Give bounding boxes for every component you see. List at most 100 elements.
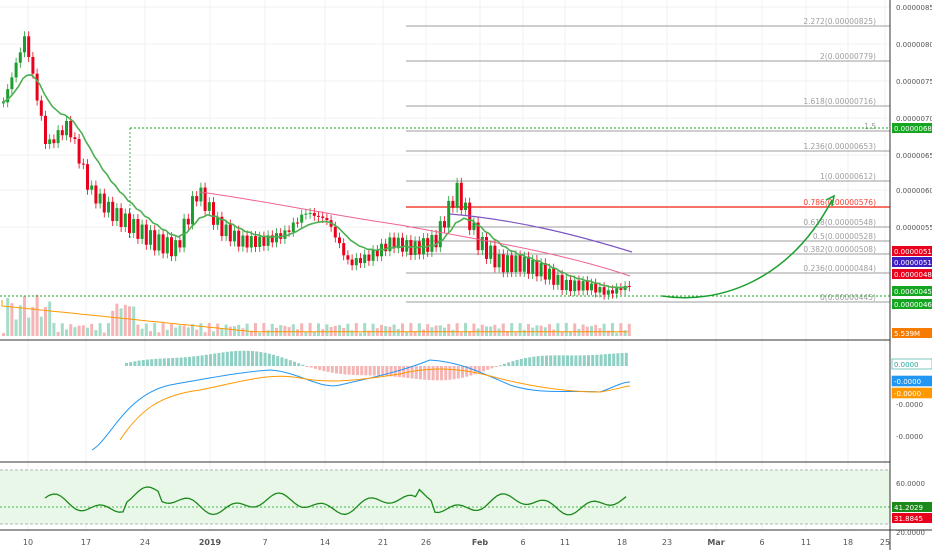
candle-body <box>367 254 371 261</box>
moving-averages <box>1 74 633 289</box>
volume-bar <box>157 332 161 336</box>
macd-histogram-bar <box>616 353 620 366</box>
volume-bar <box>312 331 316 336</box>
candle-body <box>388 237 392 252</box>
candle-body <box>619 288 623 291</box>
volume-bar <box>401 323 404 336</box>
candle-body <box>569 279 572 292</box>
rsi-panel[interactable] <box>0 469 890 525</box>
candle-body <box>266 235 270 246</box>
candle-body <box>598 287 602 293</box>
macd-histogram-bar <box>578 355 582 366</box>
fib-level-label: 2(0.00000779) <box>820 52 876 61</box>
volume-bar <box>254 323 257 336</box>
candle-body <box>233 230 236 242</box>
macd-histogram-bar <box>456 366 460 379</box>
volume-bar <box>266 330 270 336</box>
volume-bar <box>14 319 18 336</box>
price-badge-label: 0.00000457 <box>894 288 932 296</box>
volume-bar <box>623 330 627 336</box>
candle-body <box>161 234 165 254</box>
price-badge <box>892 257 932 267</box>
volume-bar <box>291 324 295 336</box>
candle-body <box>14 62 18 78</box>
volume-bar <box>560 332 564 336</box>
volume-bar <box>350 330 354 336</box>
candle-body <box>338 237 341 244</box>
volume-bar <box>73 327 77 336</box>
volume-bar <box>548 324 551 336</box>
volume-bar <box>581 324 585 336</box>
macd-histogram-bar <box>360 366 364 376</box>
candle-body <box>585 281 589 291</box>
macd-histogram-bar <box>196 355 200 366</box>
macd-histogram-bar <box>423 366 427 380</box>
candle-body <box>539 263 543 277</box>
candle-body <box>359 258 362 264</box>
volume-bar <box>48 301 52 336</box>
volume-bar <box>489 326 493 336</box>
macd-histogram-bar <box>364 366 368 376</box>
candle-body <box>23 36 26 53</box>
projection-arrow <box>661 194 836 299</box>
macd-histogram-bar <box>141 360 145 366</box>
candle-body <box>195 196 199 202</box>
fib-level-label: 2.272(0.00000825) <box>803 17 876 26</box>
candle-body <box>308 212 312 214</box>
macd-histogram-bar <box>402 366 406 378</box>
candle-body <box>199 187 203 202</box>
volume-bar <box>44 307 47 336</box>
volume-bar <box>220 328 224 336</box>
x-tick-label: Mar <box>707 538 724 547</box>
candle-body <box>543 263 547 280</box>
candle-body <box>493 245 497 268</box>
candle-body <box>577 280 581 291</box>
fib-level-label: 1(0.00000612) <box>820 172 876 181</box>
macd-panel[interactable] <box>91 350 631 451</box>
candle-body <box>627 285 631 287</box>
macd-histogram-bar <box>171 358 175 366</box>
volume-bar <box>510 323 514 336</box>
macd-histogram-bar <box>490 366 494 369</box>
rsi-band <box>0 470 890 524</box>
volume-bar <box>86 327 89 336</box>
volume-bar <box>233 326 236 336</box>
volume-bar <box>111 310 115 336</box>
macd-histogram-bar <box>293 361 296 366</box>
macd-histogram-bar <box>356 366 359 376</box>
fib-level-label: 0.5(0.00000528) <box>813 232 876 241</box>
volume-bar <box>577 328 581 336</box>
volume-bar <box>102 332 106 336</box>
volume-bar <box>611 323 614 336</box>
candle-body <box>476 222 480 251</box>
candle-body <box>212 202 215 225</box>
candle-body <box>237 230 241 247</box>
volume-bar <box>590 326 593 336</box>
volume-bar <box>144 323 148 336</box>
candle-body <box>65 120 68 136</box>
price-badges: 0.00000685 0.00000514 0.00000513 0.00000482… <box>891 123 932 523</box>
macd-histogram-bar <box>322 366 326 372</box>
price-badge-label: 0.00000513 <box>894 259 932 267</box>
macd-histogram-bar <box>213 353 217 366</box>
macd-badge <box>891 358 932 370</box>
candle-body <box>115 208 119 221</box>
volume-bar <box>77 325 81 336</box>
candle-body <box>107 201 110 213</box>
candle-body <box>346 255 350 260</box>
macd-histogram-bar <box>137 360 141 366</box>
volume-bar <box>338 325 341 336</box>
candle-body <box>426 238 430 252</box>
volume-bar <box>249 330 253 336</box>
candle-body <box>44 115 47 144</box>
macd-histogram-bar <box>603 354 607 366</box>
candle-body <box>136 219 140 239</box>
macd-histogram-bar <box>242 350 246 366</box>
macd-histogram-bar <box>536 356 540 366</box>
candle-body <box>245 235 249 248</box>
candle-body <box>497 254 501 268</box>
macd-histogram-bar <box>574 355 578 366</box>
